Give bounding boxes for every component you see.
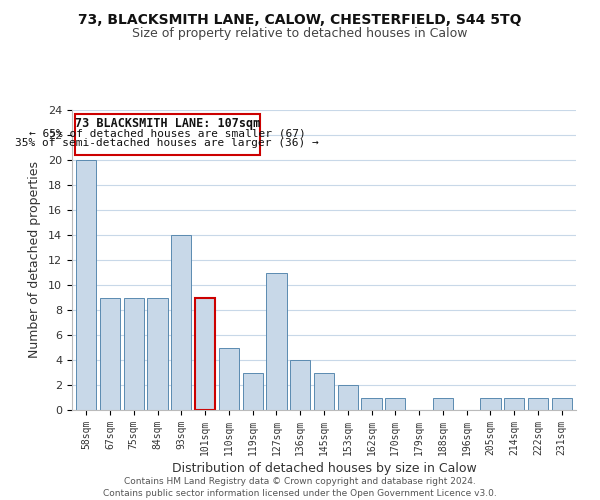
Bar xyxy=(314,372,334,410)
Bar xyxy=(290,360,310,410)
Text: Contains HM Land Registry data © Crown copyright and database right 2024.: Contains HM Land Registry data © Crown c… xyxy=(124,478,476,486)
Bar xyxy=(242,372,263,410)
Bar xyxy=(528,398,548,410)
Bar xyxy=(171,235,191,410)
Y-axis label: Number of detached properties: Number of detached properties xyxy=(28,162,41,358)
FancyBboxPatch shape xyxy=(75,114,260,155)
Bar xyxy=(100,298,120,410)
Bar xyxy=(195,298,215,410)
X-axis label: Distribution of detached houses by size in Calow: Distribution of detached houses by size … xyxy=(172,462,476,475)
Text: Size of property relative to detached houses in Calow: Size of property relative to detached ho… xyxy=(132,28,468,40)
Text: Contains public sector information licensed under the Open Government Licence v3: Contains public sector information licen… xyxy=(103,489,497,498)
Text: ← 65% of detached houses are smaller (67): ← 65% of detached houses are smaller (67… xyxy=(29,128,306,138)
Text: 73, BLACKSMITH LANE, CALOW, CHESTERFIELD, S44 5TQ: 73, BLACKSMITH LANE, CALOW, CHESTERFIELD… xyxy=(78,12,522,26)
Bar xyxy=(385,398,406,410)
Text: 35% of semi-detached houses are larger (36) →: 35% of semi-detached houses are larger (… xyxy=(16,138,319,148)
Bar xyxy=(124,298,144,410)
Bar xyxy=(219,348,239,410)
Bar xyxy=(433,398,453,410)
Bar xyxy=(76,160,97,410)
Bar xyxy=(504,398,524,410)
Bar xyxy=(551,398,572,410)
Bar xyxy=(361,398,382,410)
Bar xyxy=(481,398,500,410)
Text: 73 BLACKSMITH LANE: 107sqm: 73 BLACKSMITH LANE: 107sqm xyxy=(75,118,260,130)
Bar xyxy=(148,298,167,410)
Bar xyxy=(266,272,287,410)
Bar xyxy=(338,385,358,410)
